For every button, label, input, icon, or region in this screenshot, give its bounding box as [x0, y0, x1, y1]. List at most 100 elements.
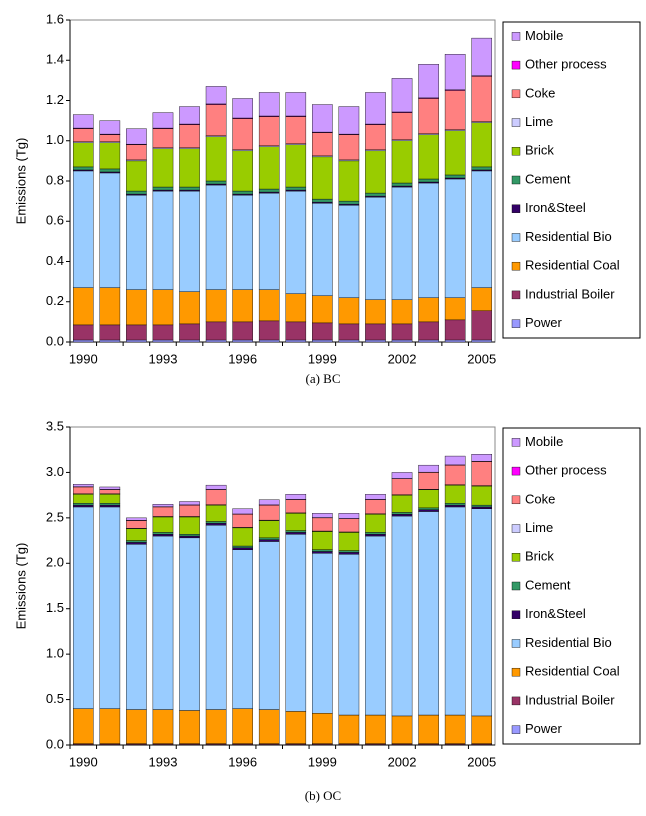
bar-segment — [152, 289, 174, 326]
bar-segment — [444, 319, 466, 341]
x-tick-label: 1996 — [228, 754, 257, 769]
bar-segment — [471, 166, 493, 171]
bar-segment — [418, 134, 439, 180]
bar-segment — [365, 339, 386, 343]
caption: (b) OC — [305, 788, 341, 803]
x-tick-label: 1996 — [228, 351, 257, 366]
y-tick-label: 2.5 — [46, 509, 64, 524]
bar-segment — [179, 186, 200, 191]
bar-segment — [126, 190, 147, 195]
legend-swatch — [511, 147, 521, 156]
bar-segment — [365, 196, 386, 300]
bar-segment — [365, 124, 386, 151]
bar-segment — [179, 516, 200, 535]
bar-segment — [205, 289, 227, 323]
bar-segment — [232, 150, 253, 192]
bar-segment — [418, 489, 439, 509]
bar-segment — [152, 504, 174, 507]
bar-segment — [418, 511, 439, 716]
legend-swatch — [511, 261, 521, 271]
bar-segment — [232, 708, 253, 744]
bar-segment — [152, 534, 174, 537]
bar-segment — [232, 508, 253, 515]
bar-segment — [232, 98, 253, 119]
bar-segment — [285, 190, 307, 294]
bar-segment — [285, 532, 307, 535]
bar-segment — [126, 289, 147, 326]
bar-segment — [72, 503, 94, 506]
bar-segment — [391, 514, 413, 517]
bar-segment — [471, 122, 493, 168]
bar-segment — [72, 708, 94, 744]
bar-segment — [179, 106, 200, 125]
bar-segment — [126, 542, 147, 545]
bar-segment — [391, 472, 413, 479]
bar-segment — [258, 539, 280, 542]
bar-segment — [205, 321, 227, 341]
bar-segment — [179, 190, 200, 292]
y-tick-label: 0.6 — [46, 213, 64, 228]
bar-segment — [232, 190, 253, 195]
bar-segment — [258, 192, 280, 290]
legend-label: Cement — [525, 171, 571, 186]
bar-segment — [285, 534, 307, 712]
bar-segment — [418, 464, 439, 473]
bar-segment — [338, 160, 360, 202]
bar-segment — [126, 709, 147, 744]
y-tick-label: 1.0 — [46, 132, 64, 147]
bar-segment — [338, 532, 360, 551]
bar-segment — [312, 553, 333, 714]
bar-segment — [391, 339, 413, 343]
bar-segment — [152, 186, 174, 191]
bar-segment — [72, 128, 94, 142]
bar-segment — [338, 297, 360, 325]
y-tick-label: 3.0 — [46, 464, 64, 479]
bar-segment — [179, 537, 200, 711]
bar-segment — [471, 37, 493, 76]
bar-segment — [72, 504, 94, 508]
x-tick-label: 2005 — [467, 351, 496, 366]
bar-segment — [418, 714, 439, 744]
bar-segment — [258, 188, 280, 193]
bar-segment — [126, 144, 147, 161]
bar-segment — [152, 148, 174, 188]
bar-segment — [205, 709, 227, 744]
bar-segment — [258, 146, 280, 190]
bar-segment — [152, 709, 174, 744]
bar-segment — [205, 180, 227, 185]
legend-swatch — [511, 667, 521, 677]
bar-segment — [312, 202, 333, 296]
y-tick-label: 3.5 — [46, 418, 64, 433]
bar-segment — [152, 535, 174, 710]
bar-segment — [312, 295, 333, 324]
bar-segment — [471, 504, 493, 508]
bar-segment — [99, 503, 121, 506]
bar-segment — [312, 339, 333, 343]
x-tick-label: 1999 — [308, 351, 337, 366]
bar-segment — [391, 78, 413, 113]
bar-segment — [418, 182, 439, 298]
bar-segment — [365, 532, 386, 535]
y-tick-label: 0.4 — [46, 253, 64, 268]
bar-segment — [126, 194, 147, 290]
bar-segment — [338, 204, 360, 298]
bar-segment — [365, 535, 386, 716]
bar-segment — [72, 170, 94, 288]
bar-segment — [232, 339, 253, 343]
legend-label: Iron&Steel — [525, 200, 586, 215]
bar-segment — [471, 454, 493, 462]
bar-segment — [232, 514, 253, 528]
legend-swatch — [511, 89, 521, 99]
bar-segment — [312, 104, 333, 133]
bar-segment — [338, 552, 360, 555]
bar-segment — [99, 489, 121, 494]
bar-segment — [312, 531, 333, 550]
bar-segment — [99, 120, 121, 135]
x-tick-label: 2002 — [388, 754, 417, 769]
bar-segment — [99, 506, 121, 709]
bar-segment — [72, 166, 94, 171]
legend-swatch — [511, 524, 521, 533]
bar-segment — [391, 478, 413, 495]
bar-segment — [126, 324, 147, 341]
